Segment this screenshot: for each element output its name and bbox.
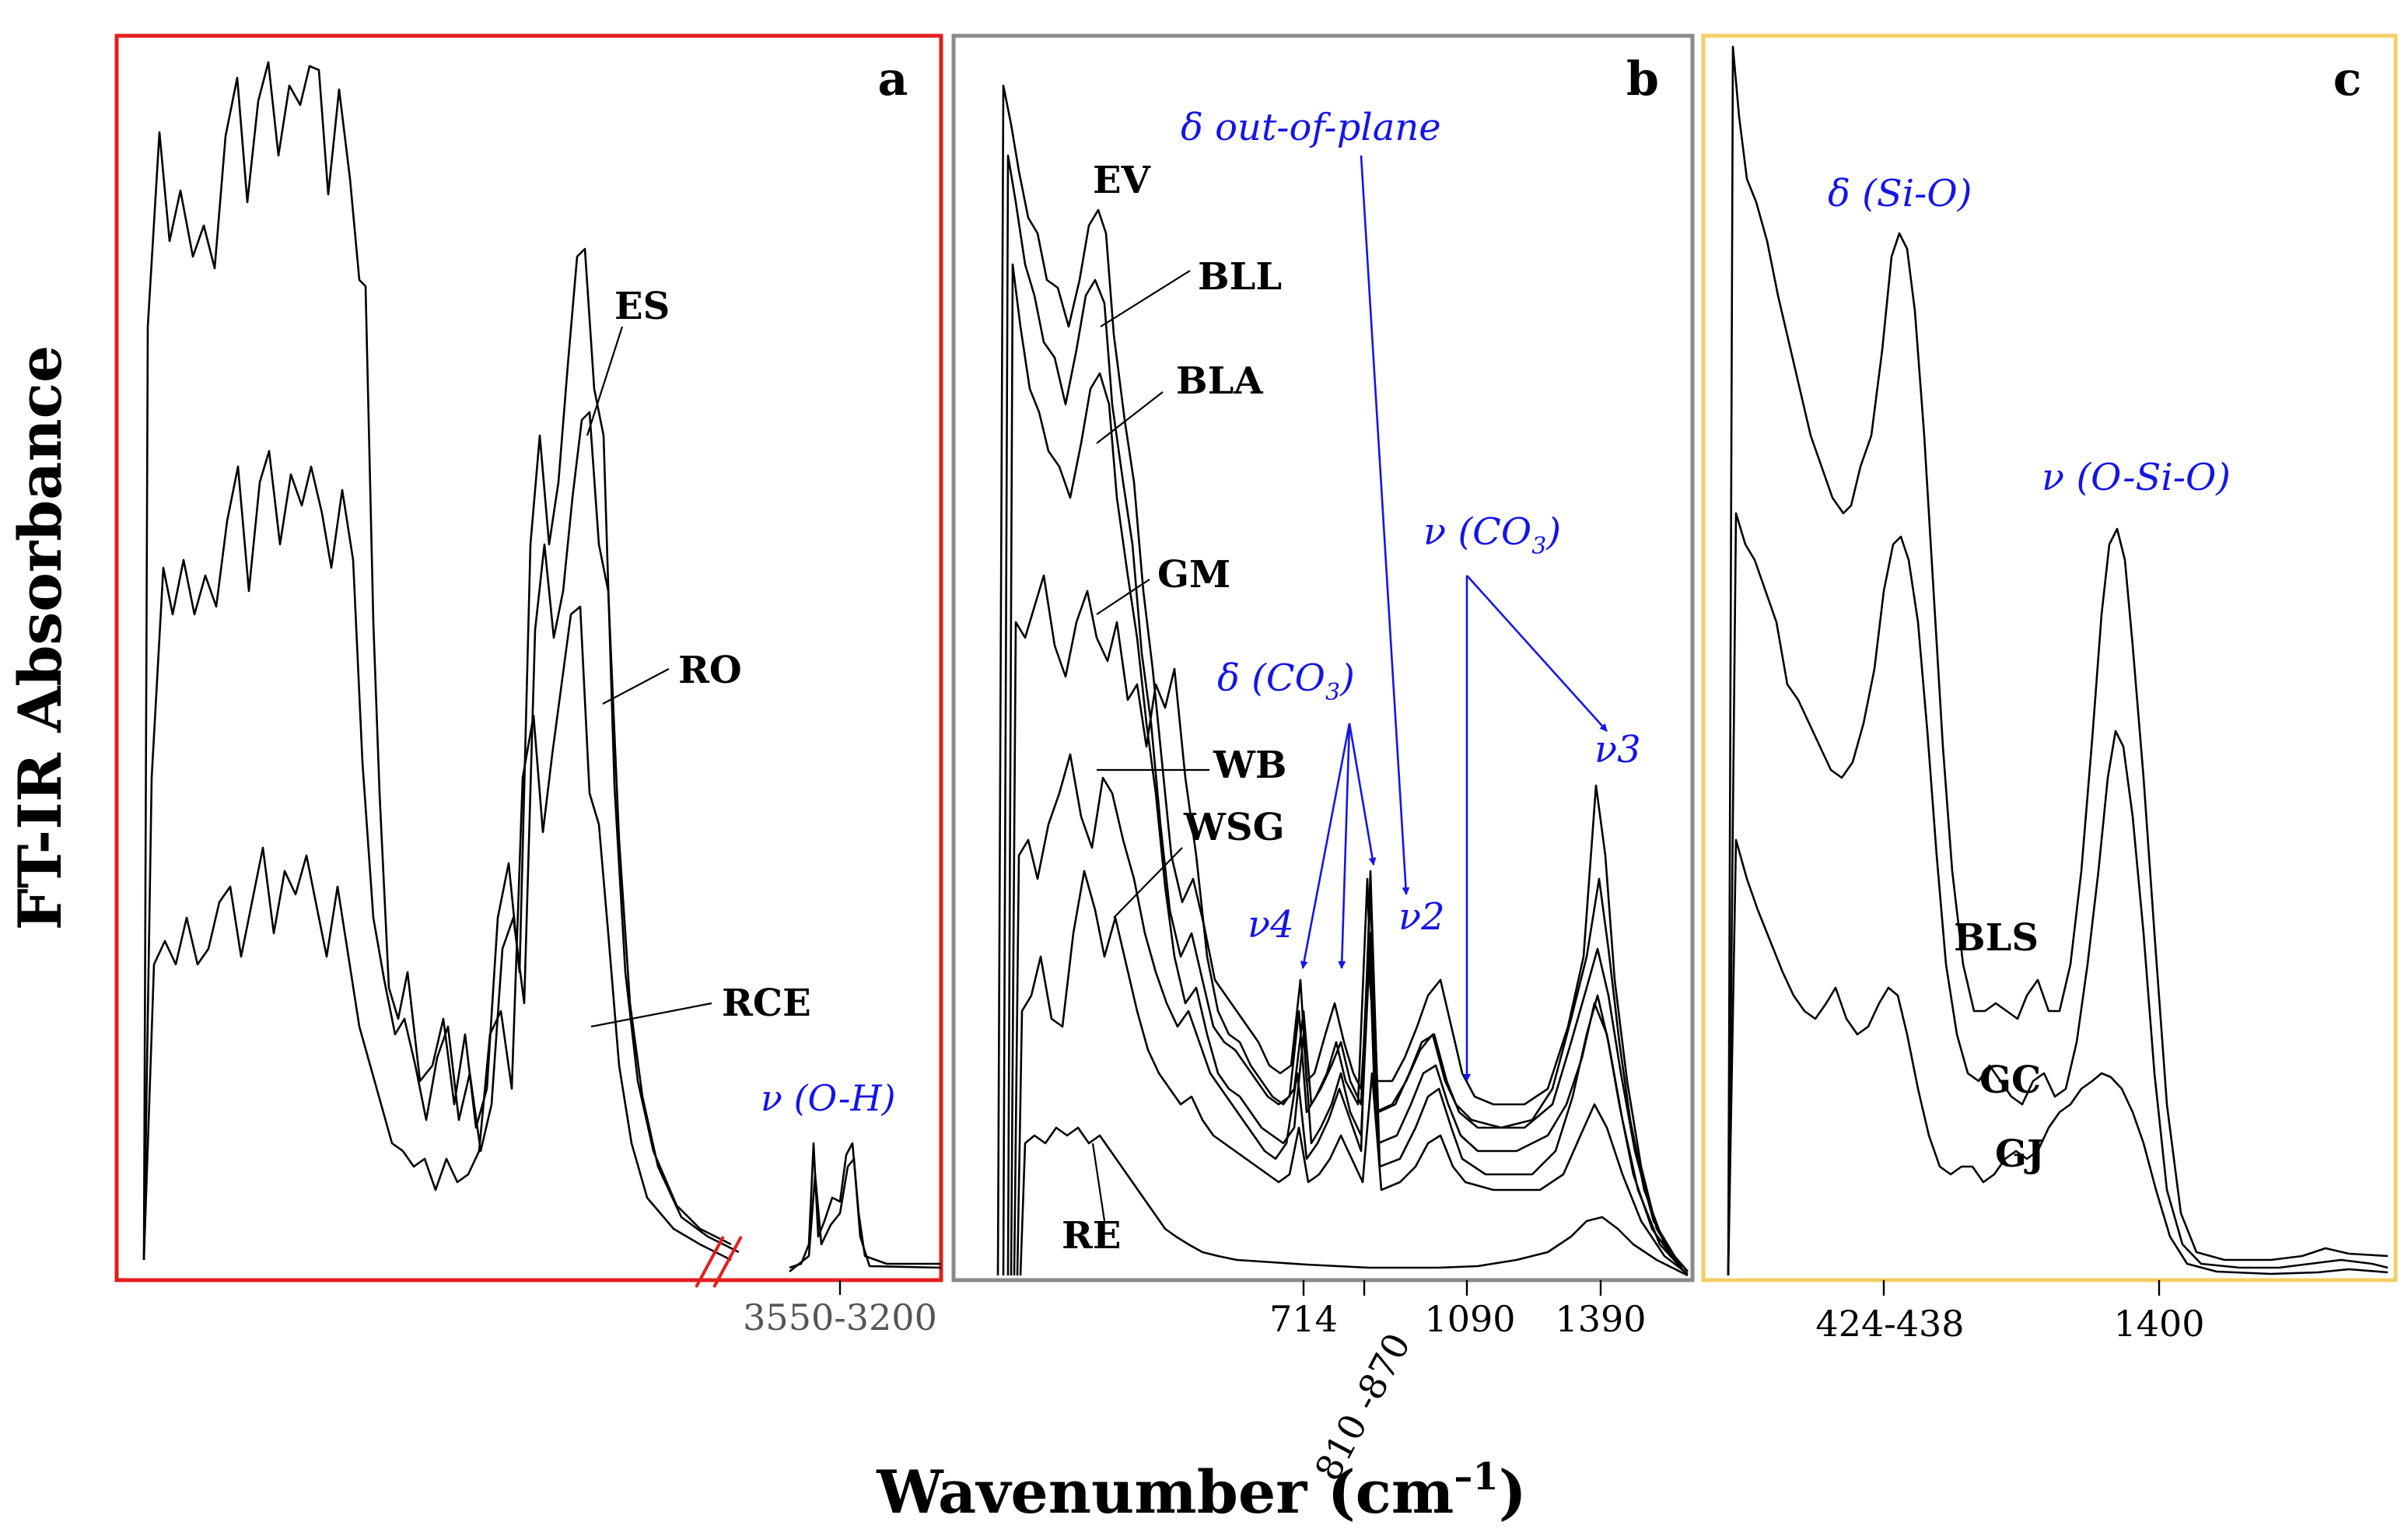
panel-b-tick-label-1390: 1390 [1555,1298,1646,1340]
panel-b-arrow-oop [1360,155,1410,895]
panel-c-label-bls: BLS [1954,916,2039,960]
panel-b-trace-wsg [1016,869,1689,1276]
panel-b-band-nu-co3: ν (CO3) [1423,510,1561,560]
panel-a-leader-rce [590,1002,712,1028]
panel-b-label-nu4: ν4 [1248,903,1294,946]
panel-b-label-re: RE [1062,1214,1121,1258]
panel-c-trace-3 [1727,838,2389,1276]
panel-b-trace-re [1019,1126,1689,1277]
panel-a-letter: a [878,52,908,107]
panel-c-band-si-o: δ (Si-O) [1828,172,1972,215]
panel-a-leader-es [586,326,624,436]
panel-b-leader-re [1091,1142,1106,1222]
panel-a-trace-rce [142,605,732,1261]
panel-a-label-es: ES [614,285,670,328]
panel-b-band-delta-co3: δ (CO3) [1217,656,1355,706]
panel-b-leader-gm [1096,579,1150,615]
panel-b-leader-bla [1096,391,1164,444]
panel-c-trace-2 [1727,512,2389,1276]
panel-a-frame [114,33,943,1282]
panel-b-band-delta-oop: δ out-of-plane [1181,106,1441,149]
panel-a-leader-ro [602,668,670,705]
panel-b-arrow-nu3 [1466,575,1608,732]
panel-b-tick-label-714: 714 [1269,1298,1338,1340]
panel-a-label-rce: RCE [722,981,811,1025]
panel-b-arrow-v4 [1300,723,1351,969]
panel-c-label-gc: GC [1979,1058,2041,1102]
panel-c-band-o-si-o: ν (O-Si-O) [2042,456,2231,499]
panel-b-label-nu3: ν3 [1594,728,1641,771]
x-axis-title: Wavenumber (cm–1) [876,1455,1526,1527]
panel-b-label-ev: EV [1093,159,1151,202]
panel-b-label-bla: BLA [1176,359,1263,403]
panel-b-trace-gm [1010,574,1683,1276]
panel-b-leader-wsg [1113,847,1183,918]
panel-b-label-wsg: WSG [1183,806,1285,849]
panel-a-trace-oh-region-2 [789,1157,942,1273]
panel-b-label-nu2: ν2 [1398,895,1445,939]
panel-b-trace-wb [1013,753,1685,1276]
panel-b-trace-bla [1006,263,1682,1276]
panel-a-axis-break [695,1236,743,1288]
panel-b-arrow-v2a [1338,723,1351,969]
panel-a-tick-label: 3550-3200 [743,1296,937,1338]
panel-c-tick-label-1400: 1400 [2113,1303,2204,1345]
panel-b-frame [951,33,1695,1282]
panel-c: c δ (Si-O) ν (O-Si-O) BLS GC GJ 424-438 … [1701,33,2398,1345]
panel-a-band-oh: ν (O-H) [761,1077,896,1119]
panel-a-trace-ro [142,411,740,1261]
panel-b-label-bll: BLL [1198,255,1282,299]
y-axis-title: FT-IR Absorbance [5,345,75,931]
panel-b-leader-bll [1100,270,1191,327]
panel-c-frame [1701,33,2398,1282]
panel-a-label-ro: RO [678,649,742,692]
panel-b-letter: b [1626,52,1659,107]
panel-b-arrow-v2b [1348,723,1377,866]
panel-b-trace-bll [1002,154,1689,1276]
panel-c-trace-1 [1727,45,2389,1276]
panel-b-tick-label-1090: 1090 [1424,1298,1515,1340]
panel-a-trace-es [142,61,732,1261]
panel-b-trace-ev [996,84,1682,1276]
panel-c-label-gj: GJ [1995,1132,2045,1176]
panel-b-label-wb: WB [1213,744,1286,787]
panel-c-letter: c [2333,52,2362,107]
panel-b-label-gm: GM [1157,553,1230,597]
panel-b: b EV BLL BLA GM WB WSG RE δ out-of-plane… [951,33,1695,1487]
panel-a: a ES RO RCE ν (O-H) 3550-3200 [114,33,943,1338]
panel-c-tick-label-424-438: 424-438 [1815,1303,1964,1345]
